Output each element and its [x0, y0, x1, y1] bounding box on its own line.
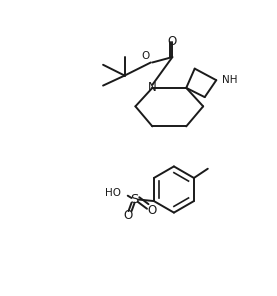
Text: NH: NH — [222, 75, 238, 85]
Text: O: O — [123, 209, 132, 222]
Text: O: O — [142, 51, 150, 61]
Text: O: O — [147, 204, 156, 217]
Text: N: N — [148, 81, 157, 94]
Text: S: S — [130, 193, 139, 206]
Text: HO: HO — [105, 188, 121, 198]
Text: O: O — [168, 35, 177, 48]
